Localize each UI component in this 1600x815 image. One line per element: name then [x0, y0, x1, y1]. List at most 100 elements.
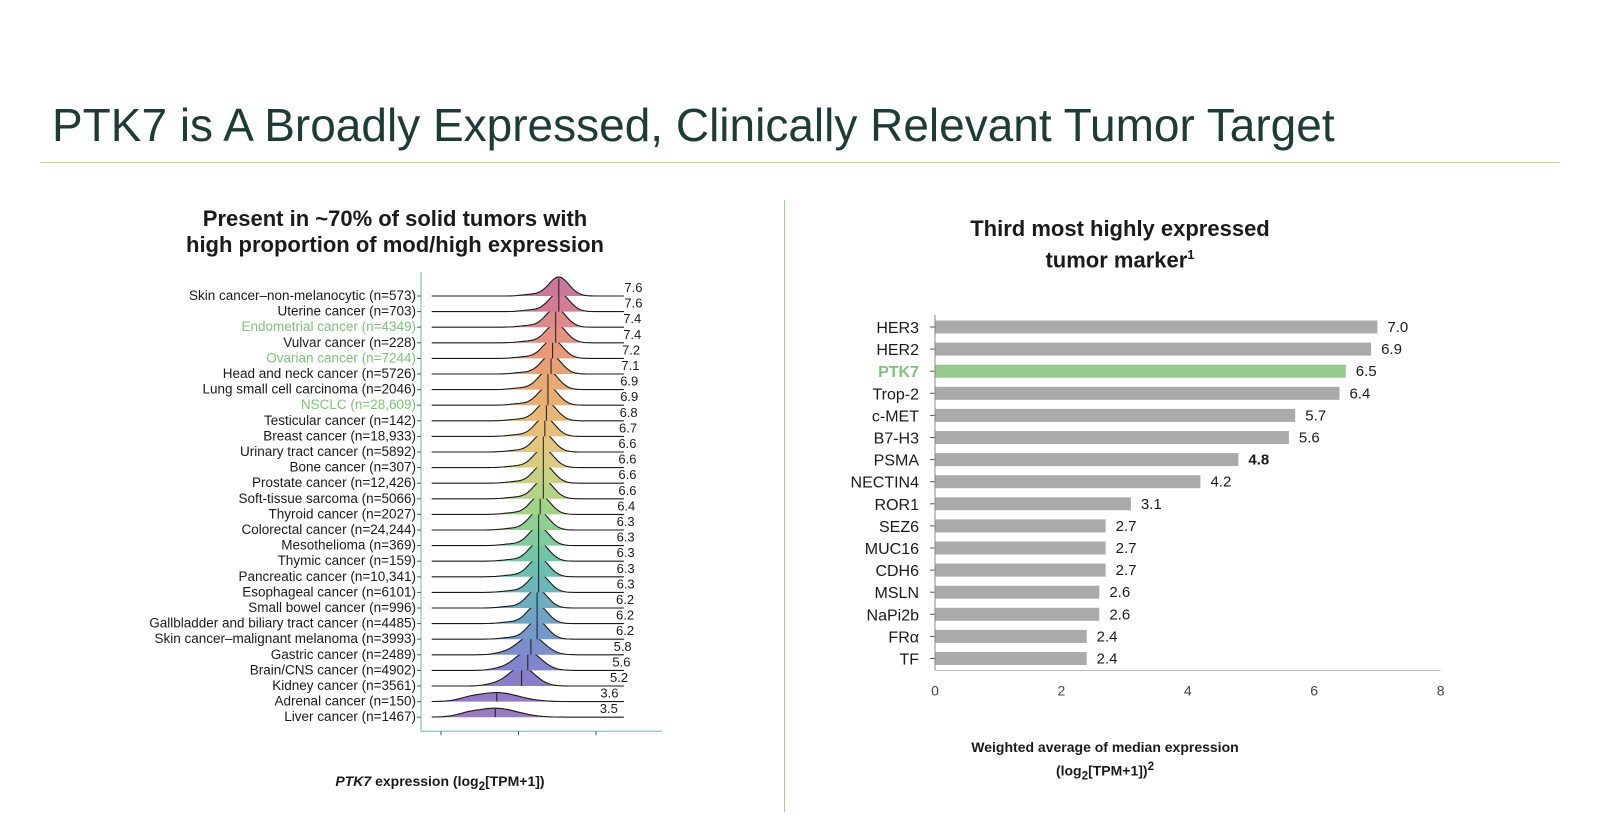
ridge-value-label: 6.9: [620, 374, 638, 389]
bar-nectin4: [935, 475, 1201, 489]
axis-title-subscript: 2: [478, 779, 486, 793]
ridge-category-label: Colorectal cancer (n=24,244): [242, 522, 416, 537]
ridge-category-label: Gallbladder and biliary tract cancer (n=…: [149, 616, 416, 631]
bar-x-tick-label: 8: [1437, 683, 1445, 699]
ridge-value-label: 3.5: [600, 701, 618, 716]
bar-value-label: 6.5: [1356, 363, 1377, 380]
ridge-density-outline: [431, 370, 624, 391]
ridge-value-label: 6.2: [616, 608, 634, 623]
bar-axis-title-line2: (log2[TPM+1])2: [930, 757, 1280, 785]
bar-axis-title-sub: 2: [1081, 769, 1089, 783]
ridge-value-label: 6.3: [617, 530, 635, 545]
ridgeline-chart: 3.5 Liver cancer (n=1467) 3.6 Adrenal cance…: [149, 272, 662, 740]
ridge-x-tick-label: 0: [437, 739, 444, 740]
right-heading-line2: tumor marker1: [920, 242, 1320, 273]
bar-axis-title-a: (log: [1055, 762, 1082, 779]
ridge-density-outline: [431, 338, 624, 359]
ridge-value-label: 5.8: [614, 639, 632, 654]
ridge-density-outline: [431, 707, 624, 718]
left-heading-line2: high proportion of mod/high expression: [186, 232, 604, 257]
ridge-category-label: Thyroid cancer (n=2027): [269, 506, 416, 521]
ridge-category-label: Skin cancer–malignant melanoma (n=3993): [154, 631, 416, 646]
ridge-category-label: NSCLC (n=28,609): [301, 397, 416, 412]
bar-value-label: 7.0: [1387, 319, 1408, 336]
ridge-density-fill: [431, 417, 624, 437]
ridge-value-label: 6.3: [617, 576, 635, 591]
ridge-density-fill: [431, 526, 624, 546]
bar-fr-: [935, 629, 1087, 643]
bar-c-met: [935, 408, 1296, 422]
ridge-density-outline: [431, 307, 624, 328]
bar-value-label: 2.4: [1097, 628, 1118, 645]
bar-axis-title-line1: Weighted average of median expression: [971, 739, 1239, 755]
ridge-density-fill: [431, 557, 624, 577]
bar-psma: [935, 453, 1239, 467]
ridge-density-outline: [431, 448, 624, 469]
bar-value-label: 3.1: [1141, 496, 1162, 513]
left-panel-heading: Present in ~70% of solid tumors with hig…: [150, 206, 640, 258]
ridge-value-label: 6.3: [617, 545, 635, 560]
ridge-density-fill: [431, 479, 624, 499]
ridge-category-label: Vulvar cancer (n=228): [283, 335, 416, 350]
ridge-density-outline: [431, 463, 624, 484]
ridge-category-label: Head and neck cancer (n=5726): [223, 366, 416, 381]
ridge-value-label: 7.6: [624, 280, 642, 295]
bar-category-label: PTK7: [878, 364, 919, 381]
bar-value-label: 2.7: [1116, 562, 1137, 579]
bar-category-label: ROR1: [875, 497, 920, 514]
axis-title-text: expression (log: [371, 773, 479, 789]
bar-value-label: 6.9: [1381, 341, 1402, 358]
bar-chart: HER3 7.0 HER2 6.9 PTK7 6.5 Trop-2 6.4 c-MET 5.7 B7…: [851, 315, 1445, 699]
bar-category-label: CDH6: [875, 563, 919, 580]
bar-tf: [935, 652, 1087, 665]
ridge-density-fill: [431, 448, 624, 468]
ridge-density-outline: [431, 510, 624, 531]
ridge-category-label: Mesothelioma (n=369): [281, 538, 416, 553]
ridge-density-fill: [431, 542, 624, 562]
page-title: PTK7 is A Broadly Expressed, Clinically …: [52, 99, 1335, 151]
bar-category-label: FRα: [888, 629, 919, 646]
ridge-value-label: 6.6: [618, 467, 636, 482]
footnote-marker: 1: [1187, 247, 1195, 262]
bar-napi2b: [935, 607, 1100, 621]
panel-divider: [784, 200, 785, 812]
bar-her2: [935, 342, 1372, 356]
ridge-density-fill: [431, 495, 624, 515]
ridge-value-label: 6.3: [617, 514, 635, 529]
ridge-value-label: 7.4: [623, 327, 641, 342]
ridge-value-label: 7.1: [621, 358, 639, 373]
ridge-density-outline: [431, 385, 624, 406]
bar-value-label: 5.7: [1305, 407, 1326, 424]
ridge-value-label: 6.6: [618, 452, 636, 467]
axis-title-end: [TPM+1]): [485, 773, 545, 789]
ridge-density-fill: [431, 667, 624, 686]
bar-sez6: [935, 519, 1106, 533]
gene-name: PTK7: [335, 773, 372, 789]
bar-category-label: B7-H3: [874, 431, 919, 448]
right-heading-line2-text: tumor marker: [1045, 247, 1188, 273]
ridge-category-label: Kidney cancer (n=3561): [272, 678, 416, 693]
ridge-density-outline: [431, 557, 624, 578]
bar-category-label: NaPi2b: [867, 607, 920, 624]
ridge-x-tick-label: 5: [515, 739, 522, 740]
right-heading-line1: Third most highly expressed: [970, 216, 1270, 241]
ridge-category-label: Testicular cancer (n=142): [264, 413, 416, 428]
ridge-value-label: 5.2: [610, 670, 628, 685]
ridge-density-fill: [431, 573, 624, 593]
ridge-value-label: 6.9: [620, 389, 638, 404]
ridge-density-outline: [431, 619, 624, 640]
title-divider: [40, 162, 1560, 163]
ridge-density-fill: [431, 692, 624, 702]
ridge-category-label: Soft-tissue sarcoma (n=5066): [239, 491, 416, 506]
bar-category-label: Trop-2: [872, 386, 919, 403]
bar-x-tick-label: 0: [931, 683, 939, 699]
bar-value-label: 6.4: [1349, 385, 1370, 402]
bar-category-label: SEZ6: [879, 519, 919, 536]
ridge-category-label: Pancreatic cancer (n=10,341): [239, 569, 416, 584]
ridge-category-label: Esophageal cancer (n=6101): [242, 584, 416, 599]
ridge-value-label: 7.2: [622, 342, 640, 357]
bar-category-label: MUC16: [865, 541, 919, 558]
ridge-category-label: Breast cancer (n=18,933): [263, 428, 416, 443]
left-heading-line1: Present in ~70% of solid tumors with: [202, 206, 588, 231]
bar-value-label: 4.8: [1248, 452, 1269, 469]
